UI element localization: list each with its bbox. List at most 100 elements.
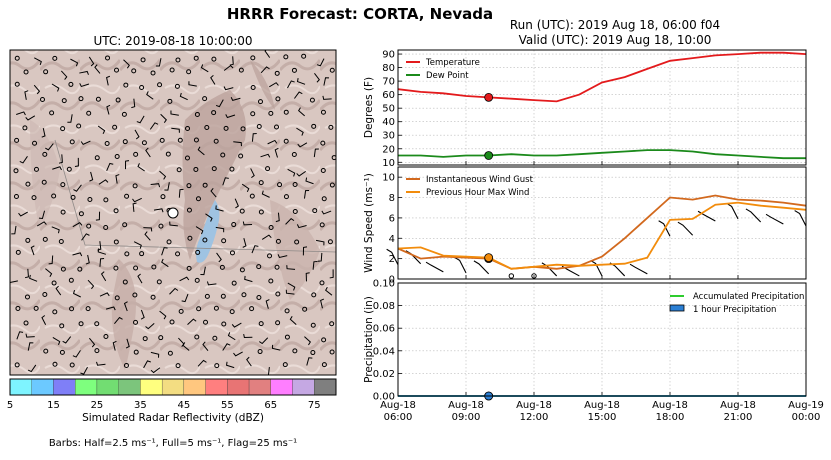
y-tick-label: 0.06 — [373, 324, 395, 335]
wind-barb — [72, 289, 81, 298]
wind-barb — [287, 282, 296, 291]
wind-barb — [454, 256, 467, 274]
calm-station — [66, 166, 72, 172]
calm-station — [319, 222, 325, 228]
wind-barb — [149, 122, 159, 130]
wind-barb — [246, 356, 252, 367]
calm-station — [194, 277, 200, 283]
wind-barb — [277, 254, 288, 259]
colorbar-tick-label: 5 — [7, 400, 13, 411]
calm-station — [327, 239, 333, 245]
wind-barb — [27, 364, 37, 373]
calm-station — [291, 152, 297, 158]
calm-station — [214, 363, 220, 369]
x-tick-date: Aug-19 — [788, 400, 824, 411]
calm-station — [283, 194, 289, 200]
x-tick-date: Aug-18 — [516, 400, 552, 411]
x-tick-time: 15:00 — [588, 412, 617, 423]
calm-station — [320, 109, 326, 115]
wind-barb — [315, 239, 325, 246]
wind-barb — [697, 210, 716, 222]
wind-barb — [223, 64, 234, 71]
wind-barb — [29, 274, 38, 282]
colorbar-tick-label: 65 — [264, 400, 277, 411]
wind-barb — [70, 58, 79, 67]
wind-barb — [241, 183, 250, 193]
calm-station — [202, 182, 208, 188]
wind-barb — [155, 58, 162, 67]
calm-station — [123, 82, 129, 88]
y-tick-label: 90 — [382, 50, 395, 61]
calm-station — [311, 123, 317, 129]
calm-station — [52, 309, 58, 315]
calm-station — [14, 137, 20, 143]
series-line — [398, 149, 806, 160]
wind-barb — [87, 279, 95, 290]
calm-station — [267, 253, 273, 259]
calm-station — [31, 195, 37, 201]
calm-station — [238, 67, 244, 73]
wind-barb — [81, 233, 90, 241]
wind-barb — [145, 147, 151, 158]
wind-barb — [745, 208, 762, 223]
calm-station — [185, 125, 191, 131]
legend-label: Instantaneous Wind Gust — [426, 175, 534, 185]
calm-station — [85, 306, 91, 312]
calm-station — [204, 293, 210, 299]
calm-station — [133, 319, 139, 325]
calm-station — [193, 137, 199, 143]
wind-barb — [72, 252, 83, 257]
calm-station — [312, 208, 318, 214]
colorbar-swatch — [248, 378, 271, 396]
wind-barb — [200, 64, 209, 73]
y-tick-label: 0.00 — [373, 392, 395, 403]
wind-barb — [96, 361, 106, 366]
calm-station — [150, 70, 156, 76]
colorbar-tick-label: 55 — [221, 400, 234, 411]
wind-barb — [133, 241, 142, 249]
wind-barb — [285, 289, 295, 295]
wind-barb — [33, 84, 41, 95]
wind-barb — [231, 322, 242, 328]
wind-barb — [225, 114, 236, 119]
valid-time-marker — [484, 253, 494, 263]
wind-barb — [222, 177, 229, 186]
calm-station — [284, 334, 290, 340]
calm-station — [194, 334, 200, 340]
calm-station — [331, 155, 336, 161]
calm-station — [69, 306, 75, 312]
x-tick-time: 06:00 — [384, 412, 413, 423]
colorbar-swatch — [75, 378, 98, 396]
calm-station — [42, 151, 48, 157]
wind-barb — [215, 99, 224, 108]
calm-station — [52, 55, 58, 61]
calm-station — [249, 306, 255, 312]
wind-barb — [97, 125, 106, 135]
wind-barb-calm — [531, 273, 537, 279]
calm-station — [258, 209, 264, 215]
calm-station — [86, 110, 92, 116]
colorbar-swatch — [96, 378, 119, 396]
y-tick-label: 0.10 — [373, 279, 395, 290]
wind-barb — [137, 273, 143, 284]
wind-barb — [34, 57, 42, 66]
x-tick-time: 12:00 — [520, 412, 549, 423]
wind-barb — [215, 205, 224, 212]
wind-barb — [322, 95, 332, 100]
barbs-note: Barbs: Half=2.5 ms⁻¹, Full=5 ms⁻¹, Flag=… — [49, 438, 297, 449]
calm-station — [238, 153, 244, 159]
calm-station — [42, 291, 48, 297]
wind-barb — [269, 82, 279, 88]
calm-station — [86, 223, 92, 229]
wind-barb — [114, 316, 123, 325]
wind-barb — [123, 59, 130, 69]
y-axis-label: Wind Speed (ms⁻¹) — [363, 173, 375, 273]
calm-station — [60, 182, 66, 188]
wind-barb — [24, 268, 29, 279]
wind-barb — [202, 341, 209, 352]
x-tick-time: 09:00 — [452, 412, 481, 423]
calm-station — [167, 98, 173, 104]
wind-barb — [298, 107, 306, 117]
calm-station — [193, 55, 199, 61]
